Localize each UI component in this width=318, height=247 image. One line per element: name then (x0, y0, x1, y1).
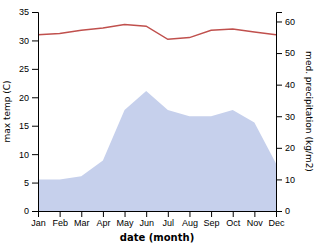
tick: 25 (19, 64, 38, 74)
tick-label: 20 (285, 143, 295, 153)
y-axis: 0 5 10 15 20 25 30 35 (19, 7, 39, 216)
tick: May (117, 211, 135, 228)
tick: Oct (226, 211, 241, 228)
tick-label: Oct (226, 218, 241, 228)
temperature-line (38, 25, 276, 40)
tick-label: 10 (19, 150, 29, 160)
axis-line (32, 13, 39, 212)
tick: 30 (276, 112, 295, 122)
tick-mark (233, 211, 234, 217)
tick-mark (276, 211, 282, 212)
tick: Sep (204, 211, 220, 228)
tick-mark (32, 126, 38, 127)
y2-axis: 0 10 20 30 40 50 60 (276, 13, 295, 217)
x-axis: Jan Feb Mar Apr May Jun Jul Aug Sep Oct Nov Dec (31, 211, 285, 228)
tick-label: Mar (74, 218, 90, 228)
tick: 10 (276, 175, 295, 185)
tick-label: Jan (31, 218, 46, 228)
tick-mark (168, 211, 169, 217)
tick-mark (32, 12, 38, 13)
tick: 30 (19, 36, 38, 46)
tick-mark (81, 211, 82, 217)
tick-label: Nov (247, 218, 264, 228)
tick-mark (32, 154, 38, 155)
x-axis-title: date (month) (120, 232, 194, 243)
tick-label: 10 (285, 175, 295, 185)
axis-line (39, 212, 277, 218)
tick-label: Feb (52, 218, 68, 228)
tick-mark (276, 85, 282, 86)
tick-label: Apr (96, 218, 110, 228)
marks (38, 25, 276, 211)
plot: JanFebMarAprMayJunJulAugSepOctNovDec0510… (2, 7, 314, 243)
tick-mark (32, 40, 38, 41)
tick-label: Sep (204, 218, 220, 228)
axis-line (277, 13, 283, 212)
tick-mark (60, 211, 61, 217)
tick-label: 15 (19, 121, 29, 131)
tick-label: Aug (182, 218, 198, 228)
tick-mark (32, 211, 38, 212)
tick-mark (276, 148, 282, 149)
tick-label: Jun (139, 218, 154, 228)
tick: 20 (276, 143, 295, 153)
tick: Feb (52, 211, 68, 228)
tick-label: 60 (285, 17, 295, 27)
tick-mark (32, 183, 38, 184)
tick-label: 30 (19, 36, 29, 46)
tick: 50 (276, 48, 295, 58)
tick-label: Dec (268, 218, 285, 228)
tick-label: 5 (24, 178, 29, 188)
tick-mark (254, 211, 255, 217)
tick: 0 (24, 206, 38, 216)
tick-label: 20 (19, 93, 29, 103)
tick: Apr (96, 211, 110, 228)
tick: Jul (163, 211, 175, 228)
tick: Mar (74, 211, 90, 228)
tick-mark (32, 69, 38, 70)
y-axis-title: max temp (C) (2, 80, 12, 142)
tick: 60 (276, 17, 295, 27)
tick-label: 40 (285, 80, 295, 90)
tick-label: Jul (163, 218, 175, 228)
tick-label: 25 (19, 64, 29, 74)
tick: Aug (182, 211, 198, 228)
tick: Nov (247, 211, 264, 228)
tick-mark (276, 116, 282, 117)
tick: 40 (276, 80, 295, 90)
precipitation-area (38, 91, 276, 211)
tick: 10 (19, 150, 38, 160)
tick: 5 (24, 178, 38, 188)
tick-label: 35 (19, 7, 29, 17)
y2-axis-title: med. precipitation (kg/m2) (304, 51, 314, 172)
tick: 0 (276, 206, 290, 216)
tick-label: 0 (24, 206, 29, 216)
tick-mark (146, 211, 147, 217)
tick: Jun (139, 211, 154, 228)
tick: Jan (31, 211, 46, 228)
tick-label: 30 (285, 112, 295, 122)
tick-mark (103, 211, 104, 217)
tick-mark (276, 53, 282, 54)
tick-mark (189, 211, 190, 217)
tick: 20 (19, 93, 38, 103)
tick-mark (276, 21, 282, 22)
tick-label: May (117, 218, 135, 228)
tick-mark (125, 211, 126, 217)
tick: Dec (268, 211, 285, 228)
tick-label: 0 (285, 206, 290, 216)
tick: 35 (19, 7, 38, 17)
chart: JanFebMarAprMayJunJulAugSepOctNovDec0510… (0, 0, 318, 247)
tick: 15 (19, 121, 38, 131)
tick-mark (211, 211, 212, 217)
tick-mark (32, 97, 38, 98)
tick-label: 50 (285, 48, 295, 58)
tick-mark (276, 179, 282, 180)
